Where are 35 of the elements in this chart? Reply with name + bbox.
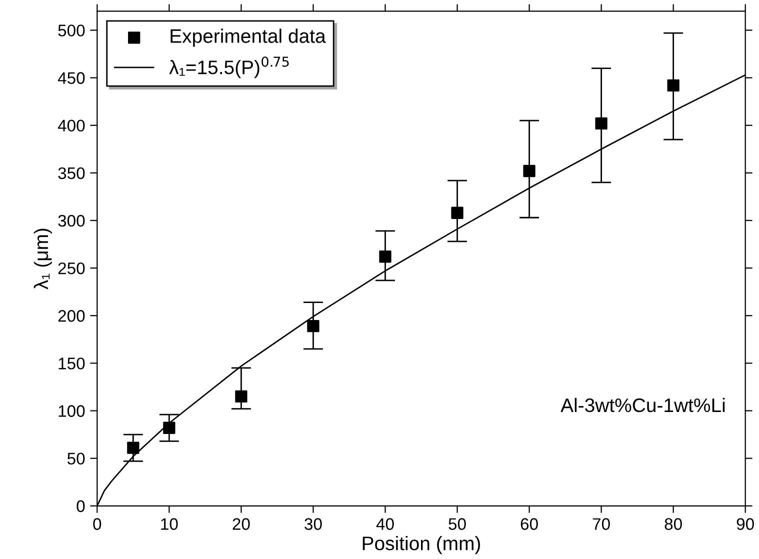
point [235,390,248,403]
x-tick-label: 0 [93,518,102,530]
x-tick-label: 80 [664,518,682,530]
y-tick-label: 50 [67,452,85,465]
y-tick-label: 100 [58,405,85,417]
y-tick-label: 150 [58,358,85,370]
point [163,422,176,434]
y-tick-label: 200 [58,310,85,322]
y-tick-label: 450 [58,72,85,84]
x-tick-label: 90 [736,518,754,530]
point [451,206,464,219]
point [379,250,392,263]
y-tick-label: 400 [58,120,85,132]
x-tick-label: 60 [520,518,538,530]
y-tick-label: 500 [58,24,85,36]
y-tick-label: 350 [58,167,85,180]
y-tick-label: 300 [58,214,85,227]
point [127,442,140,454]
point [307,320,320,332]
x-axis-title: Position (mm) [362,536,480,554]
point [595,117,608,130]
y-axis-title: λ₁ (μm) [34,228,52,290]
x-tick-label: 30 [304,518,322,530]
legend-label: λ₁=15.5(P)$^{0.75}$ [169,56,289,78]
x-tick-label: 50 [448,518,466,530]
legend-label: Experimental data [170,28,326,47]
point [523,164,536,178]
y-tick-label: 0 [76,500,85,512]
point [667,79,680,92]
x-tick-label: 40 [376,518,394,530]
x-tick-label: 20 [232,518,250,530]
annotation: Al-3wt%Cu-1wt%Li [560,398,725,412]
y-tick-label: 250 [58,262,85,274]
x-tick-label: 70 [592,518,610,530]
x-tick-label: 10 [161,518,178,530]
